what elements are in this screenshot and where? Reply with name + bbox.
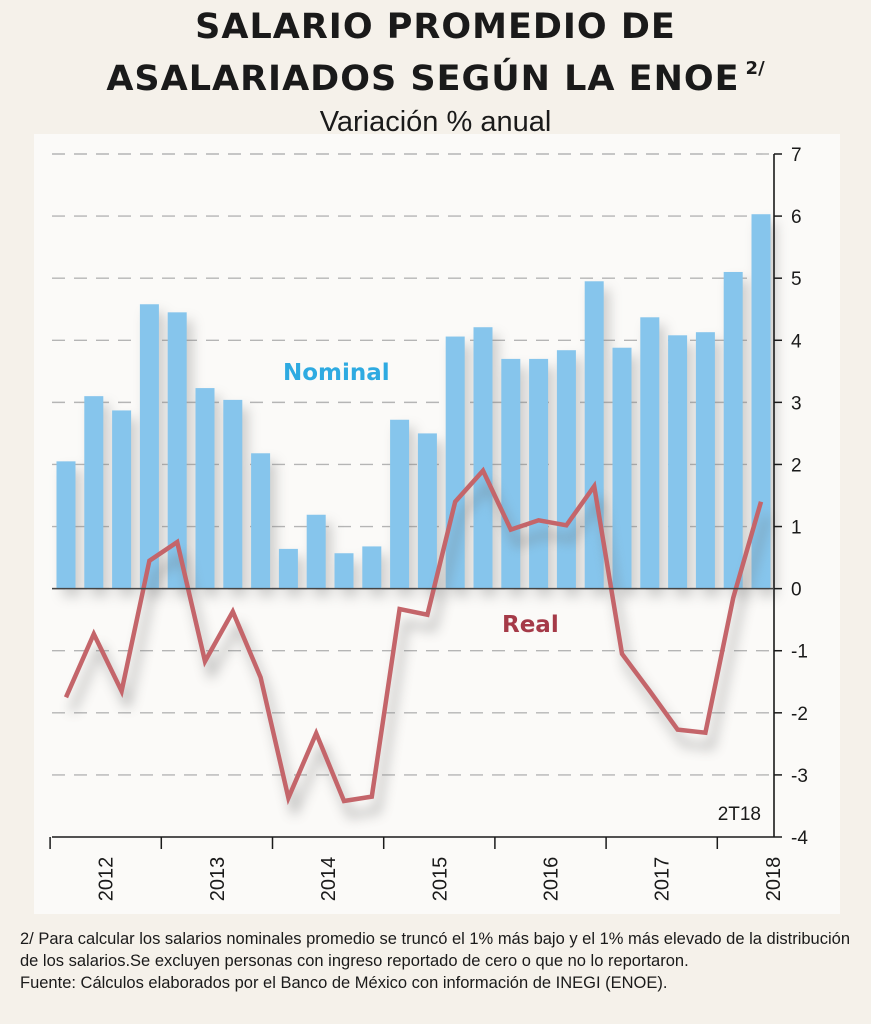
x-tick-label: 2017 [652,857,674,902]
footnote-source: Fuente: Cálculos elaborados por el Banco… [20,974,668,992]
bar-nominal [334,553,354,589]
bar-nominal [695,332,715,589]
bar-nominal [223,399,243,589]
y-tick-label: 2 [791,455,802,476]
y-tick-label: -3 [791,766,808,787]
y-tick-label: 5 [791,269,802,290]
bar-nominal [529,358,549,589]
period-label: 2T18 [718,804,761,825]
bar-nominal [362,546,382,589]
bar-nominal [751,214,771,589]
bar-nominal [139,304,159,589]
bar-nominal [556,350,576,589]
bar-nominal [306,514,326,589]
title-line-2-text: ASALARIADOS SEGÚN LA ENOE [106,59,740,99]
bar-nominal [167,312,187,589]
x-tick-label: 2016 [541,857,563,902]
line-real [63,466,764,806]
chart: 7 6 5 4 3 2 1 0 -1 -2 -3 -4 2012 2013 2014 2015 2016 2017… [49,145,808,902]
chart-title: SALARIO PROMEDIO DE ASALARIADOS SEGÚN LA… [0,6,871,140]
y-tick-label: 6 [791,207,802,228]
y-tick-label: -1 [791,642,808,663]
bar-nominal [278,548,298,589]
title-footnote-ref: 2/ [745,58,765,79]
bar-nominal [56,461,76,589]
y-tick-label: -4 [791,828,808,849]
bar-nominal [473,327,493,589]
chart-subtitle: Variación % anual [319,106,552,138]
bar-nominal [112,410,132,589]
bar-nominal [84,396,104,589]
footnote: 2/ Para calcular los salarios nominales … [20,928,860,994]
bar-nominal [584,281,604,589]
y-tick-label: -2 [791,704,808,725]
footnote-methodology: 2/ Para calcular los salarios nominales … [20,930,851,970]
plot-panel: 7 6 5 4 3 2 1 0 -1 -2 -3 -4 2012 2013 2014 2015 2016 2017… [34,134,840,914]
series-label-real: Real [502,612,559,638]
title-line-1: SALARIO PROMEDIO DE [195,7,676,47]
series-label-nominal: Nominal [283,360,390,386]
bar-nominal [640,317,660,589]
bar-nominal [612,347,632,589]
x-tick-label: 2014 [318,857,340,902]
x-tick-label: 2012 [96,857,118,902]
x-tick-label: 2013 [207,857,229,902]
y-tick-label: 1 [791,518,802,539]
y-tick-label: 7 [791,145,802,166]
bar-nominal [723,271,743,589]
x-tick-label: 2015 [429,857,451,902]
bar-nominal [417,433,437,589]
y-tick-label: 3 [791,393,802,414]
title-line-2: ASALARIADOS SEGÚN LA ENOE 2/ [0,48,871,100]
bar-nominal [668,335,688,589]
line-shadow [69,481,770,818]
bar-nominal [251,453,271,589]
y-tick-label: 4 [791,331,802,352]
bar-nominal [501,358,521,589]
y-tick-label: 0 [791,580,802,601]
x-tick-label: 2018 [763,857,785,902]
bar-nominal [390,419,410,589]
bar-nominal [195,388,215,589]
